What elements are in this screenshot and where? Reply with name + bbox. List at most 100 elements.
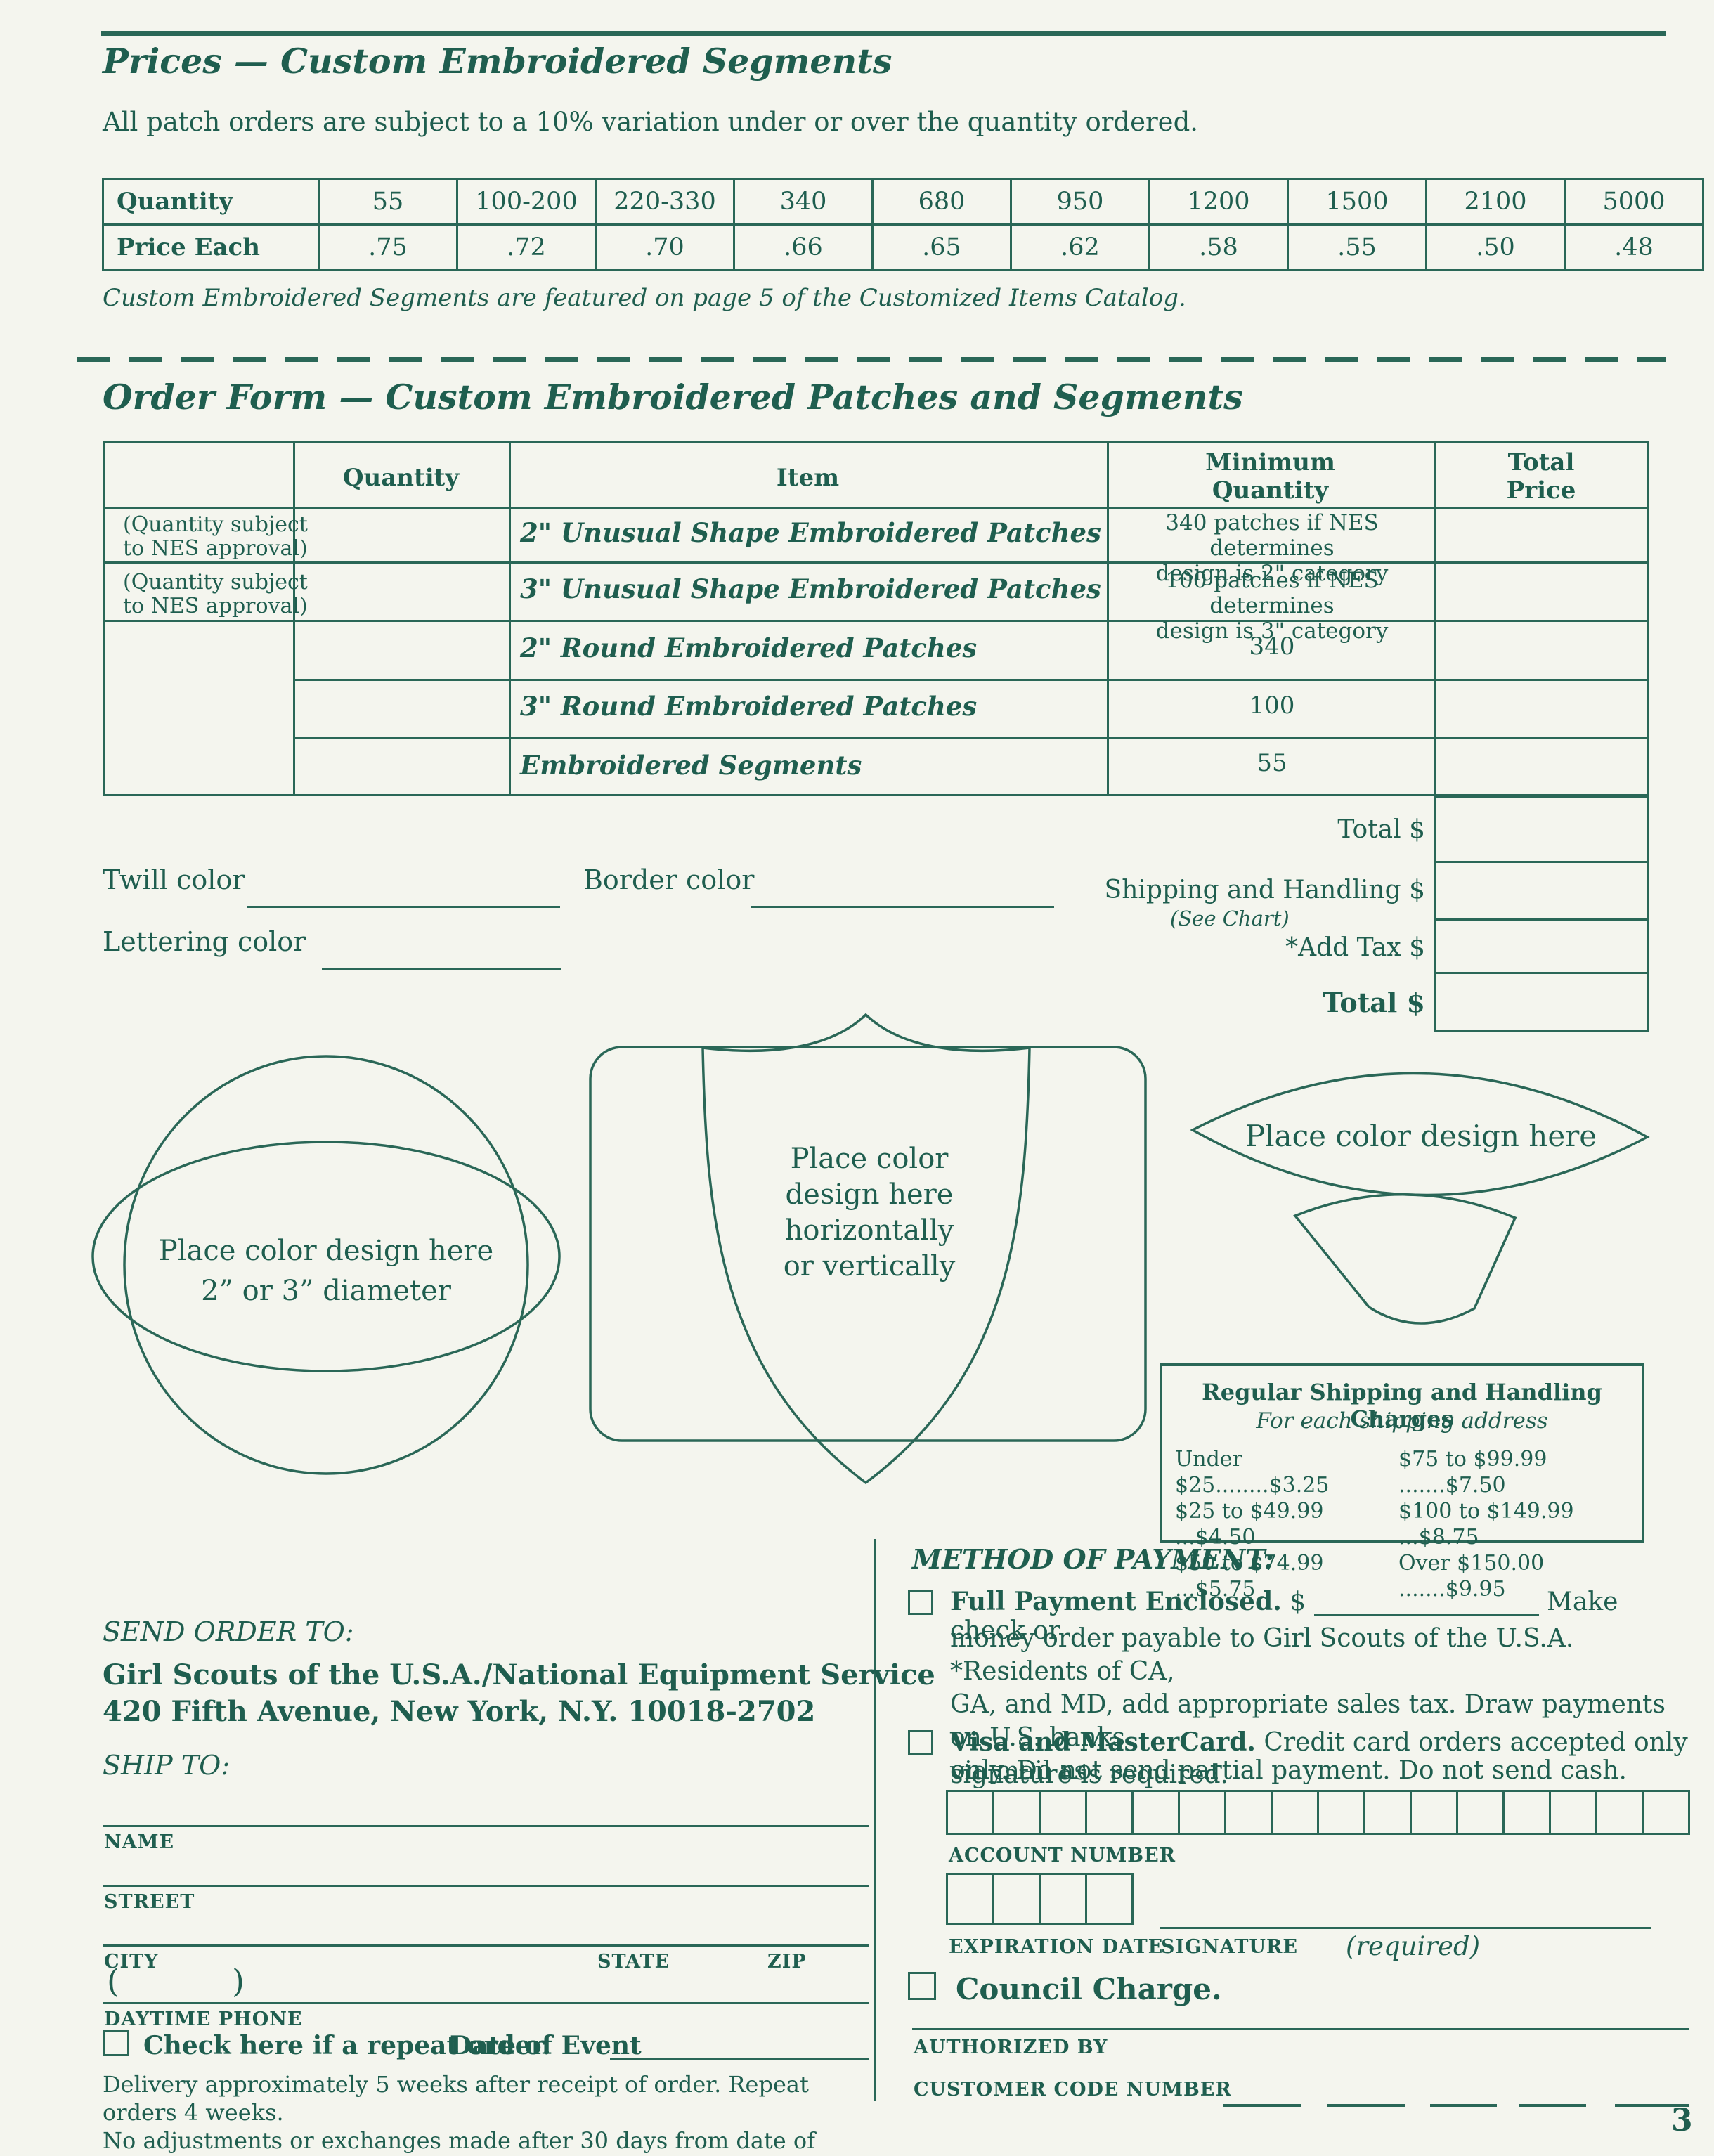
city-input[interactable] xyxy=(103,1944,869,1947)
price-each: .48 xyxy=(1564,223,1704,271)
round-patch-placeholder[interactable]: Place color design here 2” or 3” diamete… xyxy=(158,1235,494,1307)
twill-color-label: Twill color xyxy=(103,864,245,895)
authorized-by-label: AUTHORIZED BY xyxy=(914,2037,1108,2058)
segment-patch-placeholder[interactable]: Place color design here xyxy=(1245,1119,1597,1153)
order-table-row-line xyxy=(103,620,1649,622)
council-charge-checkbox[interactable] xyxy=(908,1972,936,2000)
order-table-row-line xyxy=(103,507,1649,509)
repeat-order-label: Check here if a repeat order. xyxy=(143,2031,551,2060)
visa-line-1: Visa and MasterCard. Credit card orders … xyxy=(950,1727,1688,1786)
price-each: .58 xyxy=(1148,223,1289,271)
account-digit-cell[interactable] xyxy=(1363,1790,1412,1835)
nes-approval-note-1: (Quantity subject to NES approval) xyxy=(123,512,308,561)
name-input[interactable] xyxy=(103,1825,869,1827)
shield-patch-placeholder[interactable]: Place color design here horizontally or … xyxy=(783,1143,956,1282)
account-digit-cell[interactable] xyxy=(1039,1790,1087,1835)
item-row-5: Embroidered Segments xyxy=(520,750,862,781)
name-label: NAME xyxy=(104,1831,175,1853)
total-box-grand[interactable] xyxy=(1434,972,1649,1032)
customer-code-segment-input[interactable] xyxy=(1223,2104,1301,2107)
price-table-quantity-row: Quantity 55 100-200 220-330 340 680 950 … xyxy=(102,178,1704,226)
total-price-row-4[interactable] xyxy=(1436,681,1647,735)
shipping-chart-subtitle: For each shipping address xyxy=(1256,1408,1548,1434)
order-table-row-line xyxy=(293,737,1649,739)
expiration-date-boxes[interactable] xyxy=(946,1873,1134,1925)
quantity-input-row-4[interactable] xyxy=(295,681,507,735)
account-number-boxes[interactable] xyxy=(946,1790,1690,1835)
full-payment-details: money order payable to Girl Scouts of th… xyxy=(950,1624,1666,1785)
visa-mastercard-checkbox[interactable] xyxy=(908,1730,933,1755)
shipping-chart-right-column: $75 to $99.99 .......$7.50 $100 to $149.… xyxy=(1398,1447,1574,1602)
order-table-col-line xyxy=(1434,441,1436,796)
account-digit-cell[interactable] xyxy=(1642,1790,1690,1835)
account-digit-cell[interactable] xyxy=(1549,1790,1597,1835)
min-qty-row-5: 55 xyxy=(1257,749,1287,777)
price-table-price-row: Price Each .75 .72 .70 .66 .65 .62 .58 .… xyxy=(102,223,1704,271)
price-each: .65 xyxy=(871,223,1012,271)
item-row-2: 3" Unusual Shape Embroidered Patches xyxy=(520,573,1101,604)
lettering-color-label: Lettering color xyxy=(103,926,306,957)
item-row-3: 2" Round Embroidered Patches xyxy=(520,632,978,663)
expiration-digit-cell[interactable] xyxy=(992,1873,1041,1925)
expiration-digit-cell[interactable] xyxy=(1085,1873,1134,1925)
qty-tier: 55 xyxy=(318,178,458,226)
account-digit-cell[interactable] xyxy=(1595,1790,1644,1835)
total-price-row-1[interactable] xyxy=(1436,509,1647,559)
price-each: .55 xyxy=(1287,223,1427,271)
date-of-event-input[interactable] xyxy=(610,2058,869,2060)
total-price-row-5[interactable] xyxy=(1436,739,1647,794)
qty-tier: 1200 xyxy=(1148,178,1289,226)
price-table: Quantity 55 100-200 220-330 340 680 950 … xyxy=(102,178,1704,271)
min-qty-row-2: 100 patches if NES determines design is 3… xyxy=(1155,568,1389,644)
visa-line-2: signature is required. xyxy=(950,1760,1228,1789)
account-digit-cell[interactable] xyxy=(1317,1790,1365,1835)
customer-code-segment-input[interactable] xyxy=(1327,2104,1405,2107)
expiration-digit-cell[interactable] xyxy=(946,1873,994,1925)
prices-subtitle: All patch orders are subject to a 10% va… xyxy=(103,107,1199,137)
qty-tier: 5000 xyxy=(1564,178,1704,226)
quantity-input-row-1[interactable] xyxy=(295,509,507,559)
order-form-title: Order Form — Custom Embroidered Patches … xyxy=(103,377,1243,417)
account-digit-cell[interactable] xyxy=(946,1790,994,1835)
full-payment-amount-input[interactable] xyxy=(1313,1590,1539,1616)
quantity-input-row-2[interactable] xyxy=(295,564,507,618)
repeat-order-checkbox[interactable] xyxy=(103,2030,129,2056)
item-row-4: 3" Round Embroidered Patches xyxy=(520,691,978,722)
account-digit-cell[interactable] xyxy=(1456,1790,1505,1835)
customer-code-segment-input[interactable] xyxy=(1519,2104,1586,2107)
account-digit-cell[interactable] xyxy=(1271,1790,1319,1835)
account-digit-cell[interactable] xyxy=(1178,1790,1226,1835)
account-digit-cell[interactable] xyxy=(992,1790,1041,1835)
border-color-input[interactable] xyxy=(751,906,1054,908)
lettering-color-input[interactable] xyxy=(322,968,561,970)
phone-input[interactable] xyxy=(103,2002,869,2004)
signature-input[interactable] xyxy=(1160,1927,1651,1929)
quantity-input-row-3[interactable] xyxy=(295,622,507,677)
customer-code-segment-input[interactable] xyxy=(1615,2104,1689,2107)
total-box-shipping[interactable] xyxy=(1434,861,1649,921)
account-digit-cell[interactable] xyxy=(1502,1790,1551,1835)
account-digit-cell[interactable] xyxy=(1085,1790,1134,1835)
total-box-tax[interactable] xyxy=(1434,918,1649,974)
account-digit-cell[interactable] xyxy=(1410,1790,1458,1835)
full-payment-checkbox[interactable] xyxy=(908,1590,933,1615)
order-table-frame xyxy=(103,441,1649,796)
total-box-subtotal[interactable] xyxy=(1434,796,1649,863)
authorized-by-input[interactable] xyxy=(912,2028,1689,2030)
dashed-divider xyxy=(77,357,1666,362)
customer-code-segment-input[interactable] xyxy=(1430,2104,1497,2107)
total-price-row-2[interactable] xyxy=(1436,564,1647,618)
street-input[interactable] xyxy=(103,1885,869,1887)
quantity-input-row-5[interactable] xyxy=(295,739,507,794)
expiration-digit-cell[interactable] xyxy=(1039,1873,1087,1925)
account-digit-cell[interactable] xyxy=(1224,1790,1273,1835)
total-price-row-3[interactable] xyxy=(1436,622,1647,677)
account-digit-cell[interactable] xyxy=(1131,1790,1180,1835)
order-table-row-line xyxy=(103,561,1649,564)
account-number-label: ACCOUNT NUMBER xyxy=(949,1845,1176,1866)
add-tax-label: *Add Tax $ xyxy=(1285,933,1425,962)
twill-color-input[interactable] xyxy=(247,906,560,908)
item-row-1: 2" Unusual Shape Embroidered Patches xyxy=(520,517,1101,548)
qty-tier: 2100 xyxy=(1425,178,1566,226)
page-number: 3 xyxy=(1671,2103,1693,2138)
